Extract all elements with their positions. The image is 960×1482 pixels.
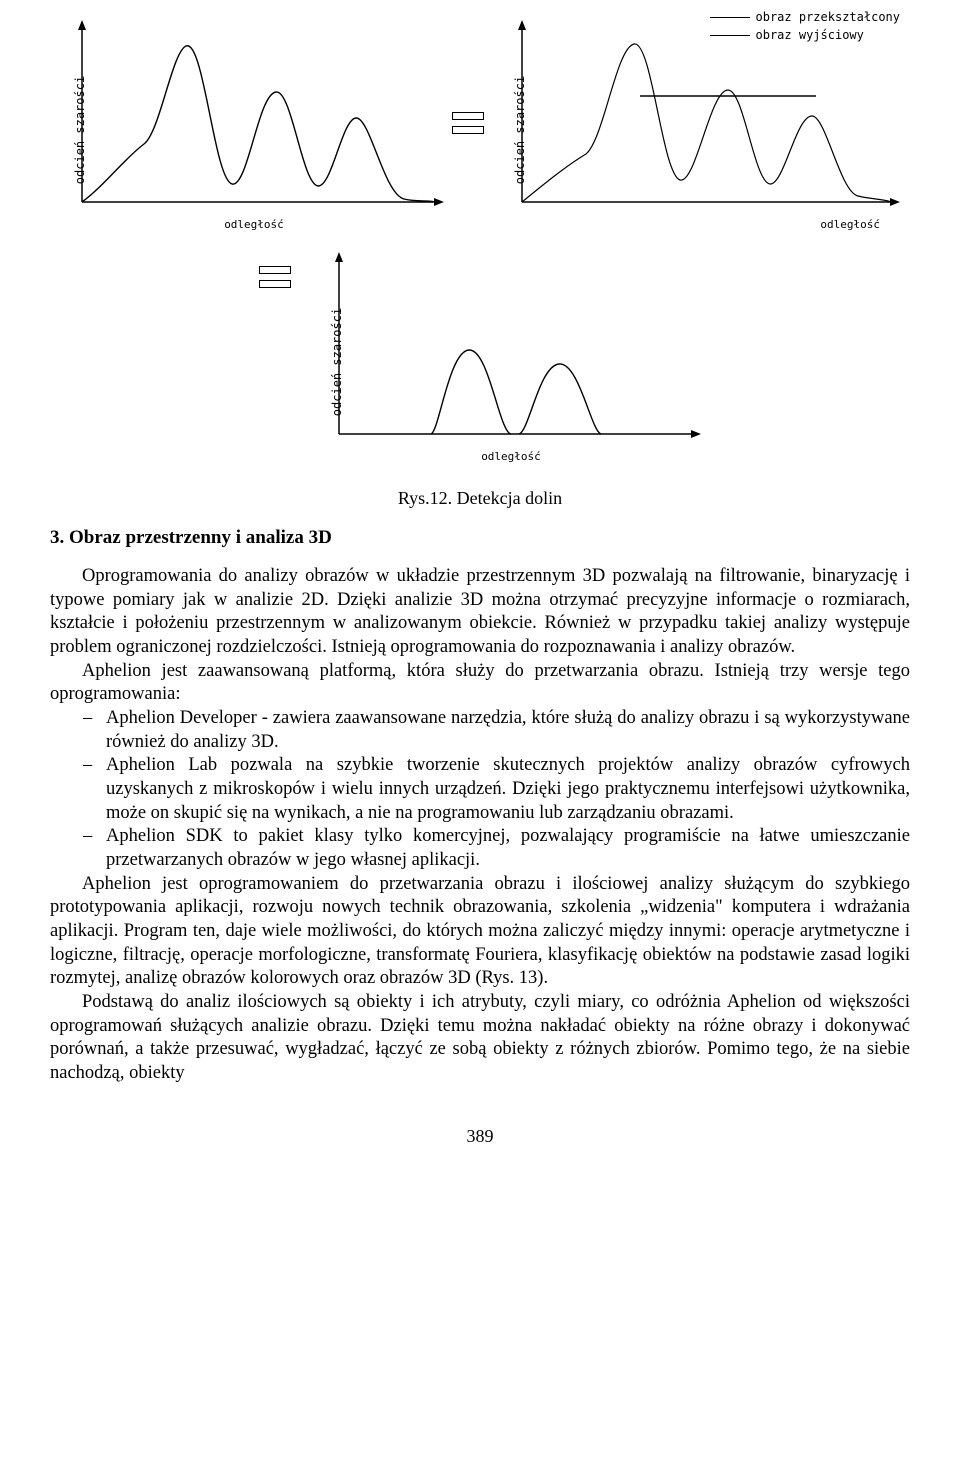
chart-transformed-curve: obraz przekształcony obraz wyjściowy odc… [504,14,900,231]
section-number: 3. [50,527,64,548]
curve-1 [82,46,436,202]
chart-input-curve: odcień szarości odległość [64,14,444,231]
chart-legend: obraz przekształcony obraz wyjściowy [710,8,901,44]
legend-swatch-2 [710,35,750,36]
legend-row-2: obraz wyjściowy [710,26,901,44]
curve-input [522,44,892,202]
legend-swatch-1 [710,17,750,18]
arrow-up [78,20,86,30]
chart-3-svg [321,246,701,446]
y-axis-label-3: odcień szarości [330,307,344,415]
equals-icon-2 [259,266,291,288]
chart-2-svg [504,14,900,214]
chart-1-svg [64,14,444,214]
body-text: Oprogramowania do analizy obrazów w ukła… [50,565,910,1086]
legend-label-1: obraz przekształcony [756,8,901,26]
paragraph-1: Oprogramowania do analizy obrazów w ukła… [50,565,910,660]
paragraph-4: Podstawą do analiz ilościowych są obiekt… [50,991,910,1086]
paragraph-3: Aphelion jest oprogramowaniem do przetwa… [50,873,910,991]
equals-icon-1 [452,112,484,134]
paragraph-2-intro: Aphelion jest zaawansowaną platformą, kt… [50,660,910,707]
figure-row-2: odcień szarości odległość [50,246,910,463]
figure-row-1: odcień szarości odległość obraz przekszt… [50,10,910,231]
x-axis-label-1: odległość [64,218,444,231]
x-axis-label-3: odległość [321,450,701,463]
figure-caption: Rys.12. Detekcja dolin [50,488,910,509]
legend-label-2: obraz wyjściowy [756,26,864,44]
list-item-sdk: Aphelion SDK to pakiet klasy tylko komer… [106,825,910,872]
version-list: Aphelion Developer - zawiera zaawansowan… [50,707,910,873]
arrow-up-3 [335,252,343,262]
section-title: Obraz przestrzenny i analiza 3D [69,527,332,548]
y-axis-label-1: odcień szarości [73,75,87,183]
arrow-up-2 [518,20,526,30]
list-item-developer: Aphelion Developer - zawiera zaawansowan… [106,707,910,754]
list-item-lab: Aphelion Lab pozwala na szybkie tworzeni… [106,754,910,825]
x-axis-label-2: odległość [504,218,900,231]
arrow-right-3 [691,430,701,438]
chart-result-curve: odcień szarości odległość [321,246,701,463]
curve-3 [431,350,601,434]
page-number: 389 [50,1126,910,1147]
y-axis-label-2: odcień szarości [513,75,527,183]
legend-row-1: obraz przekształcony [710,8,901,26]
figure-area: odcień szarości odległość obraz przekszt… [50,10,910,463]
section-heading: 3. Obraz przestrzenny i analiza 3D [50,527,910,549]
